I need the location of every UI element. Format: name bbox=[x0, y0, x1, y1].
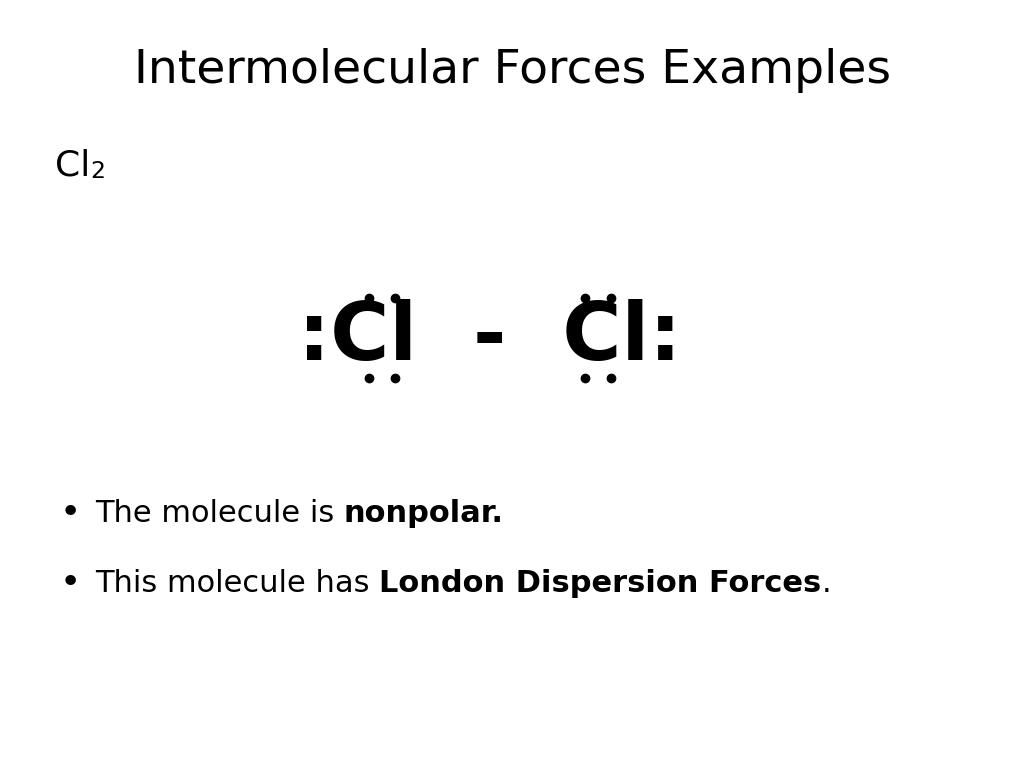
Text: nonpolar.: nonpolar. bbox=[344, 498, 504, 528]
Text: 2: 2 bbox=[90, 160, 105, 183]
Text: London Dispersion Forces: London Dispersion Forces bbox=[379, 568, 821, 598]
Text: .: . bbox=[821, 568, 831, 598]
Text: :Cl  -  Cl:: :Cl - Cl: bbox=[298, 299, 682, 377]
Text: •: • bbox=[60, 496, 81, 530]
Text: The molecule is: The molecule is bbox=[95, 498, 344, 528]
Text: Intermolecular Forces Examples: Intermolecular Forces Examples bbox=[133, 48, 891, 93]
Text: •: • bbox=[60, 566, 81, 600]
Text: Cl: Cl bbox=[55, 148, 90, 182]
Text: This molecule has: This molecule has bbox=[95, 568, 379, 598]
